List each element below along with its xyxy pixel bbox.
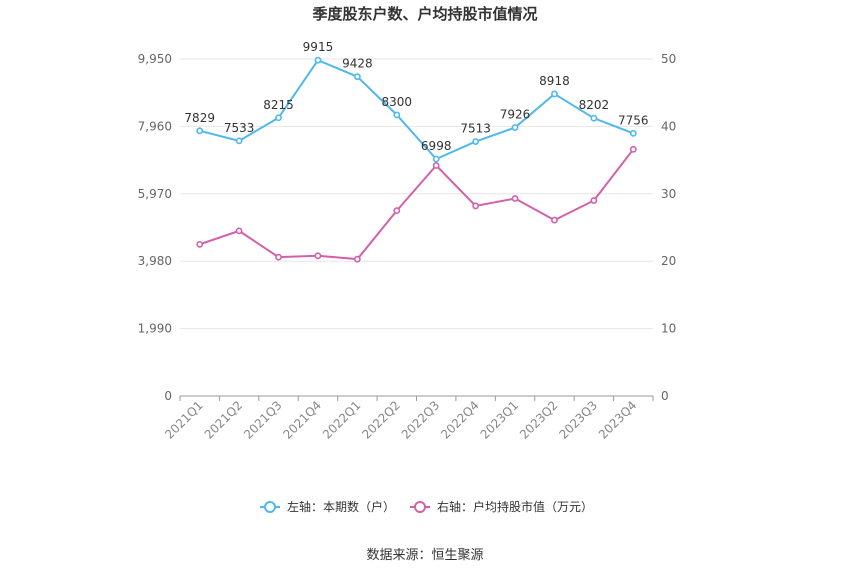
data-label: 6998 [421,139,452,153]
data-label: 8202 [579,98,610,112]
data-label: 8300 [382,95,413,109]
y-left-tick-label: 5,970 [138,187,172,201]
y-left-tick-label: 3,980 [138,254,172,268]
y-right-tick-label: 0 [661,389,669,403]
data-labels: 7829 7533 8215 9915 9428 8300 6998 7513 7926 8918… [184,40,648,153]
data-point [275,253,282,261]
legend-label: 左轴：本期数（户） [287,499,395,514]
data-point [275,114,282,122]
y-left-tick-label: 9,950 [138,52,172,66]
source-note: 数据来源：恒生聚源 [366,548,483,563]
data-point [353,73,361,81]
series-line-left [199,59,634,160]
legend-label: 右轴：户均持股市值（万元） [437,499,593,514]
x-tick-label: 2022Q1 [320,398,364,442]
data-label: 7926 [500,108,531,122]
x-tick-label: 2021Q4 [281,398,325,442]
y-left-tick-label: 7,960 [138,119,172,133]
x-tick-label: 2023Q2 [517,398,561,442]
x-tick-label: 2023Q3 [556,398,600,442]
data-point [314,252,322,260]
legend: 左轴：本期数（户） 右轴：户均持股市值（万元） [260,499,593,514]
x-tick-label: 2022Q2 [359,398,403,442]
data-label: 7756 [618,113,649,127]
data-label: 7513 [460,122,491,136]
data-point [590,114,598,122]
x-tick-label: 2023Q4 [596,398,640,442]
x-tick-label: 2021Q3 [241,398,285,442]
data-label: 9915 [303,40,334,54]
data-point [629,129,637,137]
x-tick-label: 2022Q3 [399,398,443,442]
y-right-tick-label: 50 [661,52,676,66]
legend-marker [414,501,426,513]
data-point [235,137,243,145]
y-right-tick-label: 40 [661,119,676,133]
x-tick-label: 2023Q1 [478,398,522,442]
series-lines [196,56,637,263]
data-point [432,155,440,163]
data-point [590,197,598,204]
x-tick-label: 2021Q2 [202,398,246,442]
data-point [551,216,558,224]
data-label: 9428 [342,57,373,71]
data-point [393,207,401,215]
x-tick-label: 2022Q4 [438,398,482,442]
data-label: 7533 [224,121,255,135]
chart-title: 季度股东户数、户均持股市值情况 [312,5,537,23]
data-point [196,127,204,135]
x-tick-label: 2021Q1 [162,398,206,442]
data-point [314,56,322,64]
y-left-tick-label: 1,990 [138,322,172,336]
data-point [472,202,480,210]
y-right-tick-label: 20 [661,254,676,268]
data-point [511,124,519,131]
data-point [511,195,519,202]
data-point [551,90,558,98]
data-label: 8215 [263,98,294,112]
data-label: 7829 [184,111,215,125]
data-point [235,227,243,235]
data-point [629,145,637,153]
data-label: 8918 [539,74,570,88]
data-point [196,240,204,248]
data-point [353,255,361,263]
data-point [393,111,401,119]
y-left-tick-label: 0 [164,389,172,403]
data-point [472,138,480,145]
series-line-right [199,148,635,261]
gridlines [180,58,653,330]
data-point [432,162,440,169]
y-right-tick-label: 30 [661,187,676,201]
y-right-tick-label: 10 [661,322,676,336]
legend-marker [264,501,276,513]
